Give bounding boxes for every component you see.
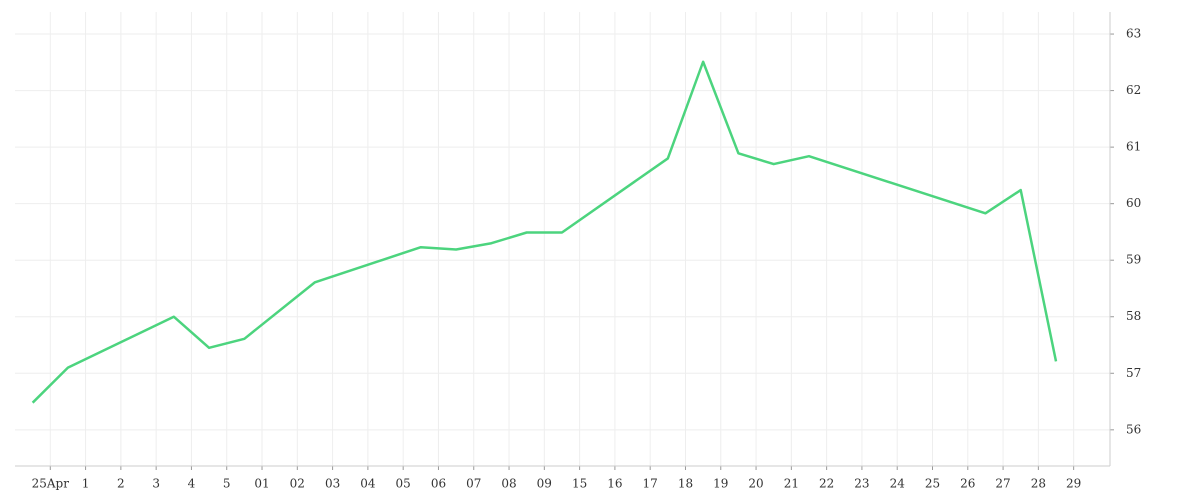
x-tick-label: 16	[607, 477, 622, 491]
x-tick-label: 21	[784, 477, 799, 491]
x-tick-label: 28	[1031, 477, 1046, 491]
x-tick-label: 02	[290, 477, 305, 491]
line	[31, 60, 1058, 404]
x-tick-label: 19	[713, 477, 728, 491]
y-tick-label: 57	[1126, 366, 1141, 380]
y-tick-label: 62	[1126, 83, 1141, 97]
x-tick-label: 1	[82, 477, 90, 491]
x-tick-label: 26	[960, 477, 975, 491]
x-tick-label: 23	[854, 477, 869, 491]
x-tick-label: 2	[117, 477, 125, 491]
x-tick-label: 06	[431, 477, 446, 491]
x-tick-label: 03	[325, 477, 340, 491]
y-tick-label: 59	[1126, 253, 1141, 267]
x-tick-label: 5	[223, 477, 231, 491]
y-tick-label: 60	[1126, 196, 1141, 210]
x-tick-label: 20	[748, 477, 763, 491]
y-tick-label: 58	[1126, 309, 1141, 323]
x-tick-label: 07	[466, 477, 481, 491]
x-tick-label: 09	[537, 477, 552, 491]
x-tick-label: 25Apr	[32, 477, 70, 491]
x-tick-label: 4	[188, 477, 196, 491]
x-tick-label: 08	[501, 477, 516, 491]
x-tick-label: 27	[995, 477, 1010, 491]
x-tick-label: 05	[396, 477, 411, 491]
y-tick-label: 63	[1126, 27, 1141, 41]
x-tick-label: 29	[1066, 477, 1081, 491]
y-tick-label: 61	[1126, 140, 1141, 154]
x-tick-label: 24	[890, 477, 906, 491]
x-tick-label: 25	[925, 477, 940, 491]
x-tick-label: 17	[643, 477, 658, 491]
x-tick-label: 3	[152, 477, 160, 491]
x-tick-label: 01	[254, 477, 269, 491]
x-tick-label: 18	[678, 477, 693, 491]
x-tick-label: 22	[819, 477, 834, 491]
x-tick-label: 04	[360, 477, 376, 491]
x-tick-label: 15	[572, 477, 587, 491]
y-tick-label: 56	[1126, 422, 1141, 436]
